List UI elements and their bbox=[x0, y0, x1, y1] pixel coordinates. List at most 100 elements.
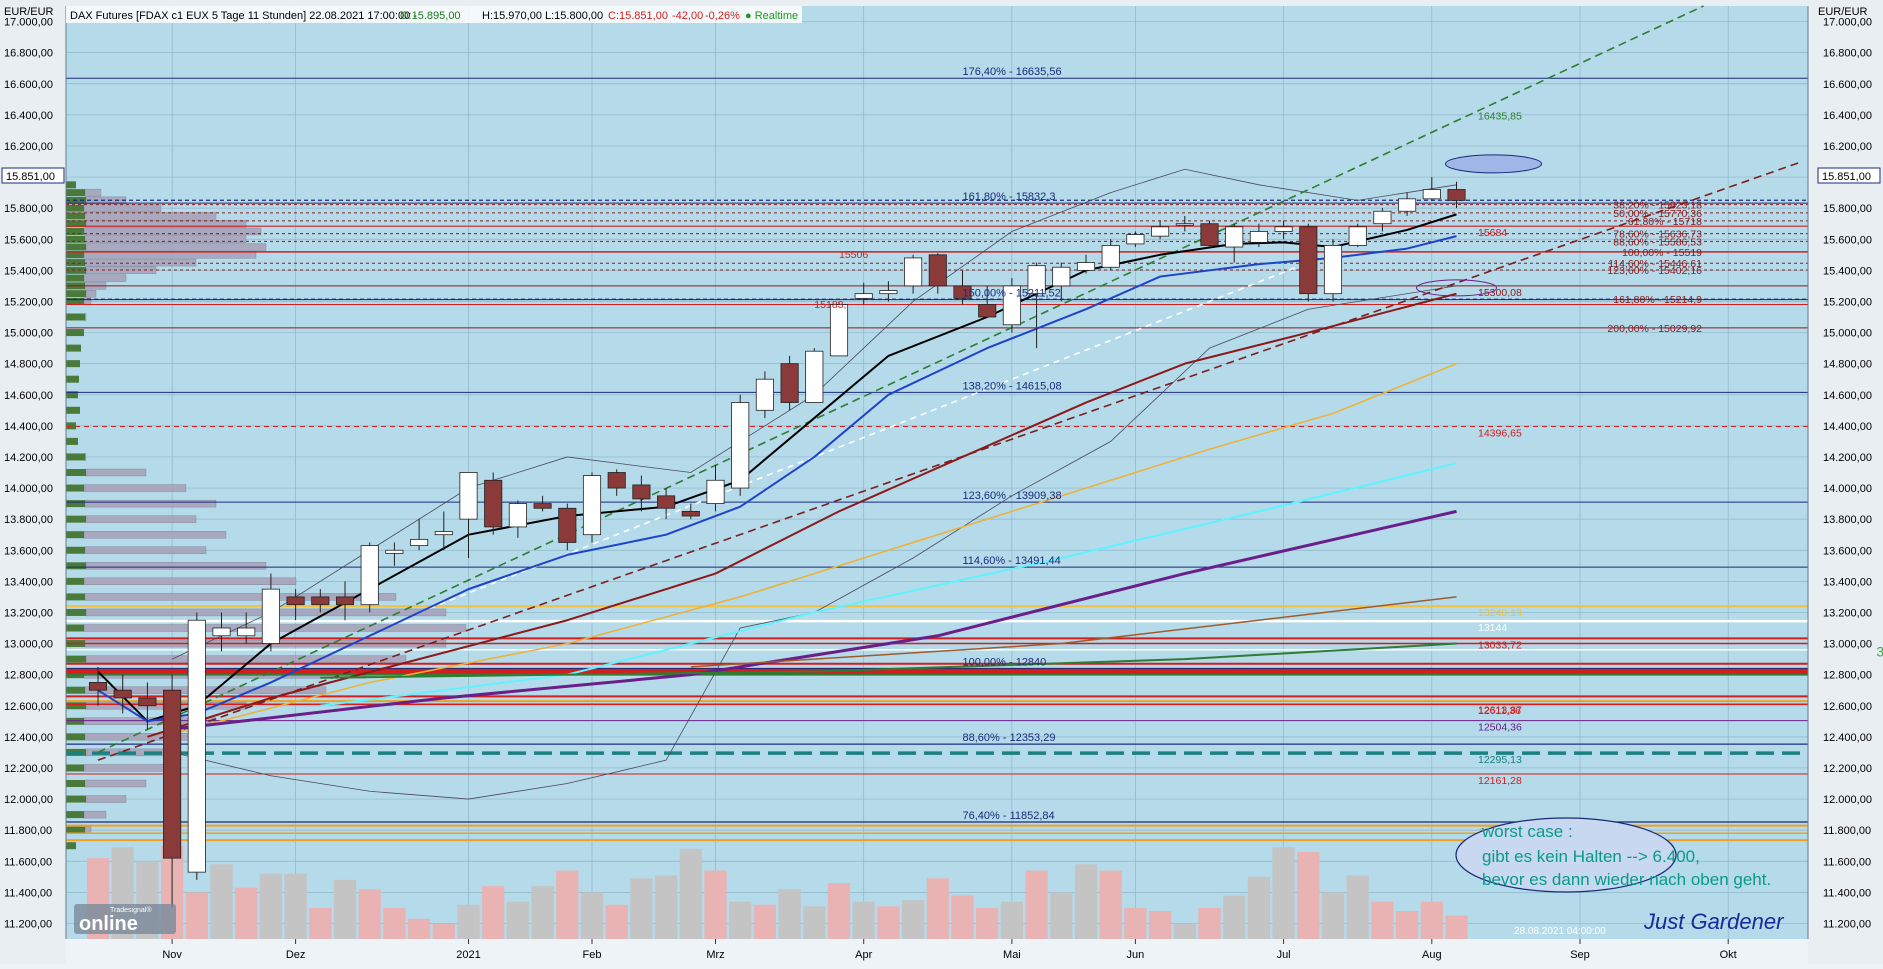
volume-bar bbox=[1198, 907, 1221, 939]
right-level-label: 12504,36 bbox=[1478, 722, 1522, 734]
y-tick-label-left: 12.600,00 bbox=[4, 701, 53, 713]
right-level-label: 13033,72 bbox=[1478, 639, 1522, 651]
y-tick-label-left: 16.400,00 bbox=[4, 110, 53, 122]
y-tick-label-left: 15.000,00 bbox=[4, 328, 53, 340]
volume-bar bbox=[1297, 851, 1320, 939]
x-tick-label: Dez bbox=[286, 949, 306, 961]
volume-profile-core bbox=[66, 608, 86, 616]
y-tick-label-right: 12.600,00 bbox=[1823, 701, 1872, 713]
high-value: H:15.970,00 bbox=[482, 10, 542, 22]
y-tick-label-left: 12.000,00 bbox=[4, 794, 53, 806]
volume-bar bbox=[926, 878, 949, 939]
candle-body bbox=[1126, 234, 1145, 245]
volume-profile-core bbox=[66, 391, 78, 399]
volume-profile-core bbox=[66, 181, 76, 189]
right-level-label: 13240,19 bbox=[1478, 607, 1522, 619]
candle-body bbox=[212, 627, 231, 637]
volume-profile-core bbox=[66, 290, 86, 298]
ellipse-marker bbox=[1445, 154, 1543, 174]
volume-bar bbox=[407, 918, 431, 939]
candle-body bbox=[607, 472, 626, 489]
author-signature: Just Gardener bbox=[1643, 909, 1785, 934]
y-tick-label-right: 13.800,00 bbox=[1823, 514, 1872, 526]
volume-profile bbox=[66, 181, 467, 850]
fib-label: 100,00% - 12840 bbox=[963, 656, 1047, 668]
volume-profile-bar bbox=[85, 290, 97, 298]
right-fib-label: 123,60% - 15402,16 bbox=[1607, 265, 1702, 277]
volume-profile-bar bbox=[83, 484, 187, 492]
volume-bar bbox=[753, 904, 777, 939]
y-tick-label-right: 16.200,00 bbox=[1823, 141, 1872, 153]
volume-bar bbox=[729, 901, 752, 939]
volume-bar bbox=[1223, 895, 1246, 939]
volume-bar bbox=[1371, 901, 1394, 939]
candle-body bbox=[632, 484, 651, 500]
y-tick-label-right: 17.000,00 bbox=[1823, 17, 1872, 29]
volume-profile-core bbox=[66, 842, 76, 850]
y-tick-label-right: 14.400,00 bbox=[1823, 421, 1872, 433]
volume-profile-core bbox=[66, 259, 85, 267]
moving-average-purple bbox=[171, 509, 1457, 731]
volume-bar bbox=[1346, 875, 1369, 939]
inline-level-label: 15506 bbox=[839, 249, 868, 261]
volume-bar bbox=[976, 907, 999, 939]
volume-bar bbox=[901, 900, 925, 939]
x-tick-label: Feb bbox=[583, 949, 602, 961]
volume-profile-bar bbox=[84, 212, 217, 220]
fib-label: 150,00% - 15211,52 bbox=[963, 288, 1061, 300]
annotation-line-1: worst case : bbox=[1481, 822, 1573, 841]
volume-bar bbox=[1420, 901, 1443, 939]
volume-bar bbox=[1074, 864, 1098, 939]
volume-profile-core bbox=[66, 360, 80, 368]
volume-bar bbox=[383, 907, 406, 939]
y-tick-label-right: 16.800,00 bbox=[1823, 48, 1872, 60]
candle-body bbox=[1274, 226, 1293, 232]
y-tick-label-right: 14.200,00 bbox=[1823, 452, 1872, 464]
volume-profile-core bbox=[66, 189, 85, 197]
right-fib-label: 50,00% - 15770,36 bbox=[1613, 208, 1702, 220]
volume-bar bbox=[235, 887, 258, 939]
candle-body bbox=[1348, 226, 1367, 246]
y-tick-label-right: 14.800,00 bbox=[1823, 359, 1872, 371]
candle-body bbox=[1398, 198, 1417, 212]
y-tick-label-left: 13.800,00 bbox=[4, 514, 53, 526]
volume-bar bbox=[1050, 892, 1073, 939]
volume-profile-core bbox=[66, 297, 84, 305]
fib-label: 123,60% - 13909,38 bbox=[963, 490, 1062, 502]
volume-bar bbox=[827, 883, 851, 939]
candle-body bbox=[484, 479, 503, 528]
volume-profile-bar bbox=[83, 204, 162, 212]
y-tick-label-left: 14.200,00 bbox=[4, 452, 53, 464]
volume-profile-core bbox=[66, 243, 86, 251]
volume-profile-bar bbox=[85, 562, 267, 570]
current-price-tag-right bbox=[1817, 167, 1881, 184]
candle-body bbox=[657, 495, 676, 509]
volume-profile-bar bbox=[85, 515, 197, 523]
logo-small-text: Tradesignal® bbox=[110, 906, 152, 914]
candle-body bbox=[187, 619, 206, 873]
volume-profile-bar bbox=[85, 220, 247, 228]
volume-bar bbox=[1000, 901, 1024, 939]
right-fib-label: 114,60% - 15446,61 bbox=[1608, 258, 1702, 270]
volume-bar bbox=[1445, 915, 1468, 939]
volume-profile-core bbox=[66, 422, 76, 430]
candle-body bbox=[1373, 210, 1392, 225]
candle-body bbox=[1200, 223, 1219, 246]
y-tick-label-left: 16.600,00 bbox=[4, 79, 53, 91]
candle-body bbox=[582, 475, 602, 536]
candle-body bbox=[805, 350, 824, 403]
y-tick-label-left: 16.200,00 bbox=[4, 141, 53, 153]
candle-body bbox=[508, 503, 527, 528]
y-tick-label-right: 12.400,00 bbox=[1823, 732, 1872, 744]
volume-profile-bar bbox=[84, 188, 102, 197]
change-pct: -0,26% bbox=[705, 10, 740, 22]
y-tick-label-right: 12.800,00 bbox=[1823, 670, 1872, 682]
volume-bar bbox=[1148, 911, 1172, 939]
volume-bar bbox=[358, 889, 381, 939]
candle-body bbox=[829, 304, 849, 357]
candle-body bbox=[1002, 285, 1021, 326]
volume-profile-core bbox=[66, 531, 84, 539]
y-axis-left: 11.200,00 11.400,00 11.600,00 11.800,00 12.0… bbox=[4, 6, 67, 939]
volume-profile-bar bbox=[85, 655, 407, 663]
